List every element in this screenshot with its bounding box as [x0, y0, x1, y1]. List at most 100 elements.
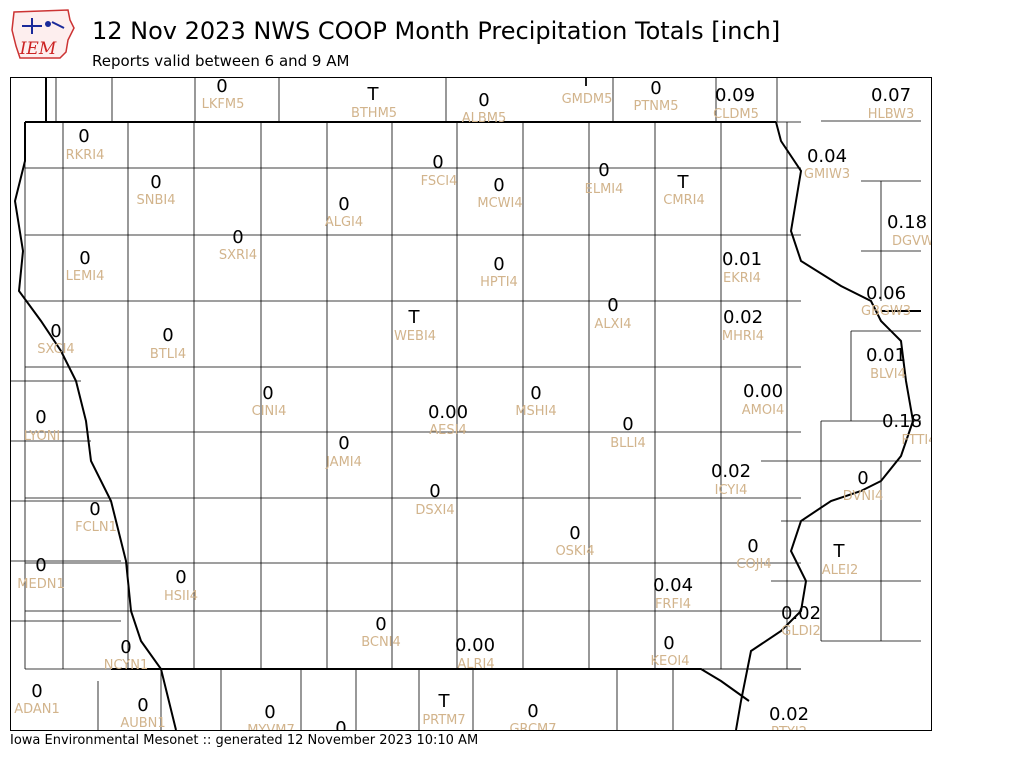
station-id: BTHM5: [351, 106, 397, 121]
station-value: 0: [432, 152, 443, 173]
station-value: 0: [338, 194, 349, 215]
station-id: NCYN1: [104, 658, 149, 673]
station-id: BLLI4: [610, 436, 646, 451]
station-id: CMRI4: [663, 193, 704, 208]
footer-credit: Iowa Environmental Mesonet :: generated …: [10, 733, 479, 748]
station-id: ALGI4: [325, 215, 363, 230]
station-value: 0.04: [807, 146, 847, 167]
station-id: ICYI4: [715, 483, 748, 498]
state-borders: [13, 78, 921, 730]
station-value: 0: [232, 227, 243, 248]
station-ftti4: FTTI40.18: [882, 411, 931, 448]
station-id: BTLI4: [150, 347, 186, 362]
station-value: 0: [338, 433, 349, 454]
station-value: 0: [35, 407, 46, 428]
station-value: T: [408, 307, 421, 328]
neighbor-county-lines: [11, 78, 921, 730]
station-value: 0: [31, 681, 42, 702]
station-id: HSII4: [164, 589, 198, 604]
station-id: MCWI4: [477, 196, 522, 211]
station-btmi4: BTMI40: [335, 718, 346, 730]
station-value: 0: [530, 383, 541, 404]
station-id: EKRI4: [723, 271, 761, 286]
station-value: 0: [375, 614, 386, 635]
missouri-river-border: [13, 122, 177, 730]
station-value: 0: [607, 295, 618, 316]
station-id: ADAN1: [14, 702, 60, 717]
station-id: FTTI4: [901, 433, 931, 448]
station-id: FSCI4: [421, 174, 458, 189]
station-value: 0.02: [723, 307, 763, 328]
station-value: 0: [478, 90, 489, 111]
station-id: MSHI4: [515, 404, 556, 419]
station-value: 0.02: [769, 704, 809, 725]
station-id: GBGW3: [861, 304, 911, 319]
station-id: HPTI4: [480, 275, 518, 290]
station-id: GMIW3: [804, 167, 850, 182]
station-value: 0: [162, 325, 173, 346]
station-value: 0: [493, 175, 504, 196]
station-value: 0: [650, 78, 661, 99]
page-title: 12 Nov 2023 NWS COOP Month Precipitation…: [92, 17, 781, 45]
station-value: T: [367, 84, 380, 105]
station-value: 0: [78, 126, 89, 147]
station-value: 0: [79, 248, 90, 269]
station-id: AMOI4: [742, 403, 784, 418]
station-dgvw3: DGVW30.18: [887, 212, 931, 249]
station-id: LYONI: [24, 429, 61, 444]
station-value: 0: [120, 637, 131, 658]
station-id: AESI4: [429, 423, 466, 438]
station-value: 0: [216, 78, 227, 97]
station-value: 0.18: [882, 411, 922, 432]
station-value: 0.18: [887, 212, 927, 233]
station-value: 0: [150, 172, 161, 193]
station-value: 0.01: [722, 249, 762, 270]
station-id: CINI4: [252, 404, 287, 419]
station-value: 0: [857, 468, 868, 489]
station-id: FCLN1: [75, 520, 117, 535]
iowa-south-border: [111, 668, 750, 702]
station-id: OSKI4: [555, 544, 594, 559]
station-value: 0: [89, 499, 100, 520]
station-id: BCNI4: [361, 635, 401, 650]
station-value: 0.09: [715, 85, 755, 106]
station-id: RKRI4: [66, 148, 105, 163]
station-id: COJI4: [736, 557, 771, 572]
station-id: MYVM7: [247, 723, 295, 730]
station-value: 0: [622, 414, 633, 435]
station-value: 0: [35, 555, 46, 576]
station-value: 0: [137, 695, 148, 716]
station-value: 0: [747, 536, 758, 557]
station-id: GMDM5: [562, 92, 613, 107]
station-id: HLBW3: [868, 107, 915, 122]
station-id: ALEI2: [822, 563, 858, 578]
station-id: MEDN1: [17, 577, 64, 592]
